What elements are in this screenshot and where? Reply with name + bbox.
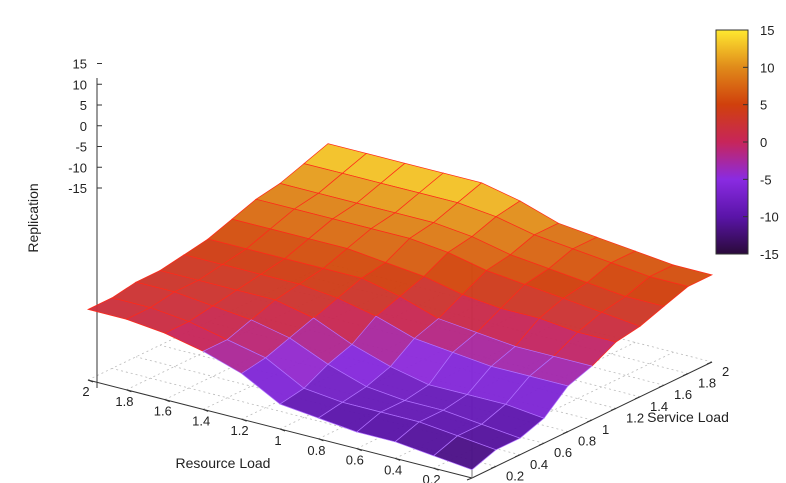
y-tick-label: 1.2: [626, 410, 644, 425]
colorbar-tick-label: 15: [760, 23, 774, 38]
x-tick-label: 0.6: [346, 453, 364, 468]
x-tick-label: 2: [82, 384, 89, 399]
x-tick-label: 0.4: [384, 462, 402, 477]
x-tick: [241, 418, 247, 422]
surface-patch: [432, 435, 497, 471]
y-tick: [658, 384, 665, 388]
y-tick: [562, 431, 569, 435]
y-axis-label: Service Load: [647, 409, 729, 425]
y-tick-label: 0.4: [530, 457, 548, 472]
x-tick: [203, 408, 209, 412]
colorbar-tick-label: 5: [760, 98, 767, 113]
x-tick-label: 1.2: [231, 423, 249, 438]
x-tick-label: 1.4: [192, 413, 210, 428]
x-tick-label: 1.6: [154, 404, 172, 419]
colorbar-tick-label: -15: [760, 247, 779, 262]
x-tick: [318, 438, 324, 442]
x-tick: [87, 379, 94, 383]
y-tick-label: 1: [602, 422, 609, 437]
x-tick-label: 0.8: [307, 443, 325, 458]
colorbar-tick-label: 0: [760, 135, 767, 150]
y-tick: [514, 454, 521, 458]
x-tick: [356, 448, 362, 452]
y-tick: [682, 373, 689, 377]
y-tick: [610, 407, 617, 411]
axis-labels: Replication Resource Load Service Load: [25, 183, 729, 471]
y-tick: [538, 442, 545, 446]
surface: [86, 143, 714, 471]
z-tick-label: -5: [75, 140, 87, 155]
z-tick-label: -10: [68, 160, 87, 175]
z-tick-label: 5: [80, 98, 87, 113]
z-tick-label: -15: [68, 181, 87, 196]
y-tick: [490, 465, 497, 469]
colorbar-tick-label: 10: [760, 60, 774, 75]
colorbar-rect: [715, 29, 749, 255]
colorbar: 15 10 5 0 -5 -10 -15: [715, 23, 779, 262]
x-tick: [164, 399, 170, 403]
x-axis-label: Resource Load: [176, 455, 271, 471]
y-tick-label: 1.8: [698, 376, 716, 391]
x-tick-label: 1: [274, 433, 281, 448]
colorbar-tick-label: -5: [760, 172, 772, 187]
x-tick-label: 0.2: [423, 472, 441, 483]
x-tick: [395, 457, 401, 461]
x-tick-label: 1.8: [115, 394, 133, 409]
y-tick-label: 2: [722, 364, 729, 379]
colorbar-tick-label: -10: [760, 210, 779, 225]
y-tick-label: 0: [482, 480, 489, 483]
z-tick-label: 0: [80, 119, 87, 134]
y-tick-label: 0.2: [506, 468, 524, 483]
x-tick: [433, 467, 439, 471]
z-tick-label: 15: [73, 57, 87, 72]
y-tick-label: 1.6: [674, 387, 692, 402]
z-axis-label: Replication: [25, 183, 41, 252]
z-tick-label: 10: [73, 77, 87, 92]
y-tick-label: 1.4: [650, 399, 668, 414]
x-tick: [279, 428, 286, 432]
x-tick: [126, 389, 132, 393]
y-tick: [706, 361, 713, 365]
y-tick-label: 0.6: [554, 445, 572, 460]
y-tick-label: 0.8: [578, 434, 596, 449]
y-tick: [634, 396, 641, 400]
y-tick: [466, 477, 473, 481]
y-tick: [586, 419, 593, 423]
